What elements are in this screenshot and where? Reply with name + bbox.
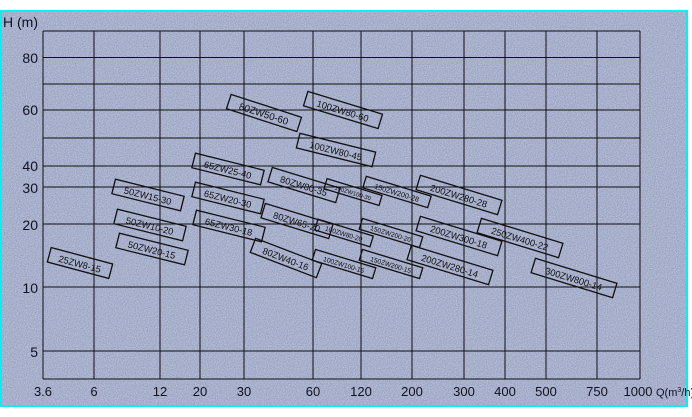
svg-text:50ZW10-20: 50ZW10-20	[125, 216, 175, 237]
svg-text:3.6: 3.6	[34, 384, 52, 399]
svg-text:25ZW8-15: 25ZW8-15	[57, 254, 102, 275]
svg-text:30: 30	[22, 180, 38, 196]
svg-text:50ZW15-30: 50ZW15-30	[123, 186, 173, 207]
svg-text:6: 6	[90, 384, 97, 399]
svg-text:30: 30	[237, 384, 251, 399]
svg-text:40: 40	[22, 158, 38, 174]
svg-text:80ZW80-35: 80ZW80-35	[279, 174, 328, 198]
svg-text:60: 60	[22, 102, 38, 118]
svg-text:100ZW80-45: 100ZW80-45	[308, 140, 363, 163]
svg-text:65ZW20-30: 65ZW20-30	[203, 189, 253, 210]
svg-text:5: 5	[30, 344, 38, 360]
svg-text:12: 12	[153, 384, 167, 399]
svg-text:120: 120	[350, 384, 372, 399]
svg-text:Q(m3/h): Q(m3/h)	[656, 387, 692, 399]
svg-text:65ZW25-40: 65ZW25-40	[203, 160, 253, 181]
svg-text:50ZW20-15: 50ZW20-15	[127, 240, 177, 261]
svg-text:200: 200	[401, 384, 423, 399]
svg-text:300: 300	[453, 384, 475, 399]
svg-text:750: 750	[586, 384, 608, 399]
svg-text:400: 400	[494, 384, 516, 399]
svg-text:500: 500	[535, 384, 557, 399]
svg-text:80: 80	[22, 50, 38, 66]
svg-text:65ZW30-18: 65ZW30-18	[204, 217, 254, 238]
svg-text:100ZW100-30: 100ZW100-30	[333, 185, 372, 202]
svg-text:80ZW65-20: 80ZW65-20	[272, 210, 321, 234]
svg-text:60: 60	[306, 384, 320, 399]
svg-text:1000: 1000	[624, 384, 653, 399]
svg-text:10: 10	[22, 280, 38, 296]
svg-text:H (m): H (m)	[3, 14, 38, 30]
svg-text:20: 20	[22, 217, 38, 233]
svg-text:20: 20	[193, 384, 207, 399]
